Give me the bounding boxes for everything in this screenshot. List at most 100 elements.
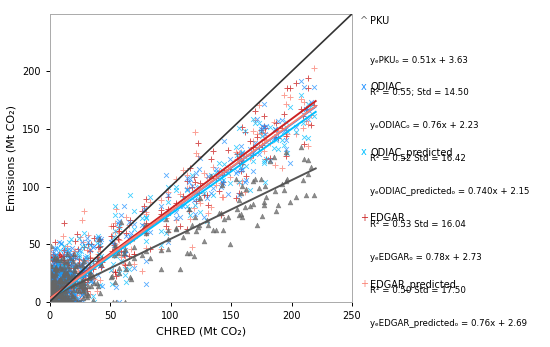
Point: [69, 253, 78, 259]
Point: [82, 255, 91, 261]
Point: [47, 289, 56, 295]
Point: [52, 292, 60, 298]
Point: [57, 279, 65, 284]
Point: [203, 181, 212, 186]
Point: [49, 299, 58, 305]
Point: [282, 101, 290, 107]
Point: [249, 178, 257, 183]
Point: [260, 158, 269, 164]
Point: [59, 284, 68, 289]
Point: [64, 263, 73, 269]
Point: [67, 265, 75, 270]
Point: [218, 180, 227, 185]
Point: [58, 273, 67, 279]
Point: [51, 289, 60, 295]
Point: [73, 264, 81, 270]
Point: [53, 299, 62, 305]
Point: [55, 299, 64, 304]
Point: [48, 299, 57, 305]
Point: [49, 299, 58, 305]
Point: [246, 155, 255, 161]
Point: [60, 281, 69, 286]
Point: [52, 299, 60, 305]
Point: [49, 299, 58, 305]
Point: [57, 240, 65, 245]
Point: [67, 274, 75, 279]
Point: [56, 264, 65, 270]
Point: [89, 273, 97, 279]
Point: [224, 147, 233, 153]
Point: [107, 223, 116, 229]
Point: [70, 271, 79, 276]
Point: [299, 84, 308, 90]
Point: [250, 108, 259, 113]
Point: [57, 276, 65, 282]
Point: [120, 253, 129, 259]
Point: [46, 299, 55, 305]
Point: [50, 295, 59, 301]
Point: [57, 271, 65, 277]
Point: [108, 223, 117, 229]
Point: [55, 294, 64, 299]
Point: [203, 223, 212, 228]
Point: [218, 228, 227, 233]
Point: [56, 299, 65, 305]
Point: [50, 255, 59, 260]
Point: [79, 257, 87, 263]
Point: [85, 247, 94, 253]
Point: [109, 252, 118, 257]
Point: [67, 290, 75, 295]
Point: [279, 128, 288, 134]
Point: [51, 299, 60, 305]
Point: [46, 299, 54, 305]
Point: [60, 299, 69, 305]
Point: [60, 288, 69, 293]
Point: [146, 230, 155, 235]
Point: [47, 299, 56, 305]
Point: [67, 291, 75, 297]
Point: [71, 273, 80, 278]
Point: [58, 287, 67, 293]
Point: [47, 298, 56, 304]
Point: [61, 265, 70, 271]
Point: [212, 183, 221, 188]
Point: [215, 168, 224, 174]
Point: [47, 294, 56, 300]
Point: [120, 247, 129, 253]
Point: [57, 294, 66, 300]
Point: [246, 146, 255, 152]
Point: [72, 255, 80, 261]
Point: [48, 281, 57, 287]
Point: [120, 262, 129, 268]
Point: [111, 220, 119, 226]
Point: [212, 166, 221, 172]
Point: [47, 293, 56, 298]
Point: [278, 117, 287, 122]
Point: [53, 289, 62, 295]
Point: [299, 156, 308, 161]
Point: [51, 262, 59, 267]
Point: [70, 268, 79, 273]
Point: [50, 299, 59, 305]
Point: [286, 94, 295, 99]
Point: [57, 294, 66, 299]
Point: [63, 274, 72, 279]
Point: [46, 280, 55, 286]
Point: [59, 284, 68, 289]
Point: [212, 169, 221, 175]
Point: [47, 292, 56, 297]
Point: [82, 288, 91, 294]
Point: [63, 289, 72, 295]
Point: [64, 274, 73, 280]
Point: [62, 277, 71, 283]
Point: [74, 247, 83, 253]
Point: [47, 291, 56, 297]
Point: [57, 299, 65, 305]
Point: [203, 203, 212, 208]
Point: [249, 144, 257, 150]
Point: [282, 149, 290, 155]
Point: [171, 226, 180, 232]
Point: [85, 272, 94, 277]
Point: [224, 170, 233, 176]
Point: [57, 299, 65, 305]
